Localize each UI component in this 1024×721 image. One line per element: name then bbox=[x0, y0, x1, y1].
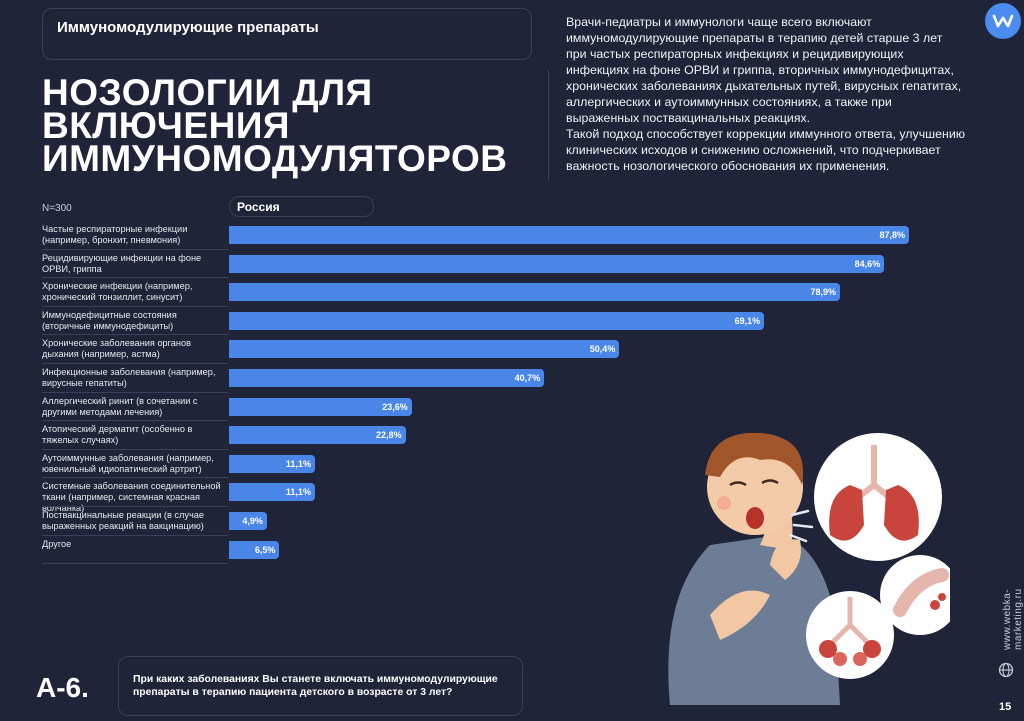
category-label: Аутоиммунные заболевания (например, ювен… bbox=[42, 452, 214, 474]
bar-value-label: 11,1% bbox=[285, 458, 311, 469]
row-divider bbox=[42, 277, 228, 279]
row-divider bbox=[42, 248, 228, 250]
row-divider bbox=[42, 477, 228, 479]
row-divider bbox=[42, 506, 228, 507]
bar bbox=[229, 540, 280, 559]
page-title: НОЗОЛОГИИ ДЛЯ ВКЛЮЧЕНИЯ ИММУНОМОДУЛЯТОРО… bbox=[42, 72, 532, 179]
brand-logo bbox=[985, 3, 1021, 39]
bar-value-label: 50,4% bbox=[589, 344, 616, 355]
row-divider bbox=[42, 334, 228, 336]
category-label: Рецидивирующие инфекции на фоне ОРВИ, гр… bbox=[42, 252, 202, 274]
bar bbox=[229, 483, 315, 502]
category-label: Частые респираторные инфекции (например,… bbox=[42, 224, 188, 245]
row-divider bbox=[42, 448, 228, 450]
row-divider bbox=[42, 391, 228, 393]
bar bbox=[229, 254, 885, 273]
bar bbox=[229, 283, 841, 302]
question-code: А-6. bbox=[36, 672, 89, 703]
description: Врачи-педиатры и иммунологи чаще всего в… bbox=[566, 14, 966, 174]
category-label: Аллергический ринит (в сочетании с други… bbox=[42, 395, 198, 417]
series-legend: Россия bbox=[229, 196, 374, 217]
category-label: Другое bbox=[42, 538, 72, 549]
page-title-line-1: НОЗОЛОГИИ ДЛЯ bbox=[42, 72, 373, 113]
bar-value-label: 4,9% bbox=[242, 516, 263, 526]
bar bbox=[229, 426, 406, 445]
page-title-line-3: ИММУНОМОДУЛЯТОРОВ bbox=[42, 138, 508, 179]
website-link[interactable]: www.webka-marketing.ru bbox=[1002, 588, 1024, 650]
bar-value-label: 84,6% bbox=[854, 258, 881, 269]
bar bbox=[229, 369, 545, 387]
section-title: Иммуномодулирующие препараты bbox=[57, 19, 319, 36]
category-label: Иммунодефицитные состояния (вторичные им… bbox=[42, 309, 177, 331]
category-label: Атопический дерматит (особенно в тяжелых… bbox=[42, 424, 193, 446]
question-box: При каких заболеваниях Вы станете включа… bbox=[118, 656, 523, 716]
row-divider bbox=[42, 363, 228, 364]
page-number: 15 bbox=[999, 701, 1012, 713]
bar-value-label: 40,7% bbox=[514, 373, 541, 383]
bar bbox=[229, 226, 909, 244]
category-label: Хронические заболевания органов дыхания … bbox=[42, 338, 191, 360]
header-divider bbox=[548, 70, 549, 180]
bar bbox=[229, 340, 620, 359]
bar bbox=[229, 454, 315, 473]
description-paragraph-1: Врачи-педиатры и иммунологи чаще всего в… bbox=[566, 15, 962, 125]
row-divider bbox=[42, 305, 228, 307]
bar-value-label: 69,1% bbox=[734, 315, 761, 326]
bar-value-label: 23,6% bbox=[382, 401, 408, 412]
row-divider bbox=[42, 563, 228, 565]
category-label: Поствакцинальные реакции (в случае выраж… bbox=[42, 510, 204, 531]
description-paragraph-2: Такой подход способствует коррекции имму… bbox=[566, 127, 966, 173]
category-label: Инфекционные заболевания (например, виру… bbox=[42, 367, 216, 388]
section-title-box: Иммуномодулирующие препараты bbox=[42, 8, 532, 60]
bar bbox=[229, 397, 412, 416]
sample-size: N=300 bbox=[42, 203, 72, 214]
bar-value-label: 78,9% bbox=[810, 287, 837, 298]
bar-value-label: 6,5% bbox=[254, 544, 276, 555]
row-divider bbox=[42, 534, 228, 536]
bar-value-label: 22,8% bbox=[376, 430, 402, 441]
page-title-line-2: ВКЛЮЧЕНИЯ bbox=[42, 105, 291, 146]
bar-value-label: 11,1% bbox=[285, 487, 311, 498]
globe-icon bbox=[998, 662, 1014, 678]
coughing-child-illustration bbox=[668, 432, 950, 705]
category-label: Системные заболевания соединительной тка… bbox=[42, 481, 221, 514]
bar-value-label: 87,8% bbox=[879, 230, 905, 240]
brand-logo-icon bbox=[992, 14, 1014, 28]
bar bbox=[229, 311, 765, 330]
row-divider bbox=[42, 420, 228, 422]
question-text: При каких заболеваниях Вы станете включа… bbox=[133, 674, 498, 698]
category-label: Хронические инфекции (например, хроничес… bbox=[42, 281, 193, 303]
bar bbox=[229, 512, 267, 530]
